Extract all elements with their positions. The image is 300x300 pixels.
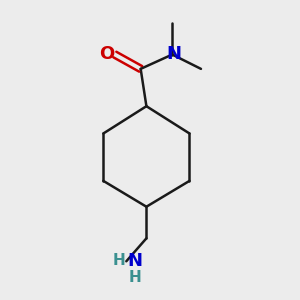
- Text: N: N: [128, 252, 142, 270]
- Text: N: N: [166, 45, 181, 63]
- Text: H: H: [113, 253, 125, 268]
- Text: H: H: [128, 270, 141, 285]
- Text: O: O: [99, 45, 115, 63]
